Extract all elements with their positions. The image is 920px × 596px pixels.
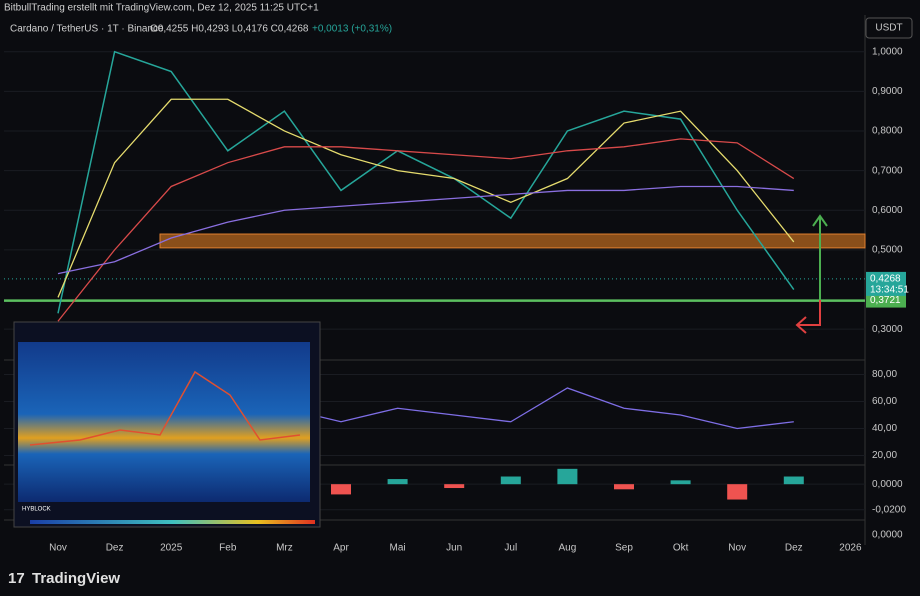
y-tick-label: 0,3000 (872, 324, 903, 335)
histogram-bar (614, 484, 634, 490)
x-tick-label: Sep (615, 543, 633, 554)
histogram-bar (783, 476, 804, 485)
currency[interactable]: USDT (875, 23, 902, 34)
support-badge (866, 293, 906, 308)
histogram-bar (331, 484, 351, 495)
credit: BitbullTrading erstellt mit TradingView.… (4, 3, 319, 14)
symbol: Cardano / TetherUS · 1T · Binance (10, 24, 164, 35)
histogram-bar (670, 480, 691, 485)
y-tick-label: 20,00 (872, 450, 897, 461)
x-tick-label: Jul (504, 543, 517, 554)
x-tick-label: Mrz (276, 543, 293, 554)
histogram-bar (727, 484, 748, 500)
series-line (57, 50, 795, 314)
volume-axis-label: 0,0000 (872, 530, 903, 541)
series-line (57, 185, 794, 275)
x-tick-label: 2025 (160, 543, 183, 554)
histogram-bar (444, 484, 465, 489)
histogram-bar (500, 476, 521, 485)
y-tick-label: 0,5000 (872, 245, 903, 256)
support-label: 0,3721 (870, 295, 901, 306)
price-badge (866, 271, 906, 296)
series-line (57, 98, 795, 298)
liquidity-heatmap: HYBLOCK (13, 321, 321, 528)
colorbar (30, 520, 315, 524)
liquidity-zone (159, 233, 866, 249)
x-tick-label: Jun (446, 543, 462, 554)
y-tick-label: 0,0000 (872, 479, 903, 490)
up-arrow (812, 214, 828, 300)
x-tick-label: Dez (106, 543, 124, 554)
heatmap-price (29, 370, 301, 446)
x-tick-label: Okt (673, 543, 689, 554)
x-tick-label: Apr (333, 543, 349, 554)
y-tick-label: 40,00 (872, 423, 897, 434)
last-price-label: 0,4268 (870, 274, 901, 285)
countdown: 13:34:51 (870, 285, 909, 296)
y-tick-label: 0,7000 (872, 165, 903, 176)
x-tick-label: 2026 (839, 543, 862, 554)
logo: TradingView (32, 570, 120, 587)
y-tick-label: 0,8000 (872, 126, 903, 137)
logo-mark: 17 (8, 570, 25, 587)
y-tick-label: 1,0000 (872, 46, 903, 57)
currency-box[interactable] (865, 17, 913, 39)
heatmap (18, 342, 310, 502)
y-tick-label: 80,00 (872, 369, 897, 380)
x-tick-label: Nov (728, 543, 746, 554)
y-tick-label: -0,0200 (872, 504, 906, 515)
inset-label: HYBLOCK (22, 507, 51, 513)
x-tick-label: Mai (390, 543, 406, 554)
down-arrow (795, 300, 821, 334)
change: +0,0013 (+0,31%) (312, 24, 392, 35)
x-tick-label: Nov (49, 543, 67, 554)
histogram-bar (557, 468, 578, 485)
ohlc: O0,4255 H0,4293 L0,4176 C0,4268 (150, 24, 309, 35)
series-line (57, 138, 795, 322)
y-tick-label: 0,9000 (872, 86, 903, 97)
x-tick-label: Dez (785, 543, 803, 554)
x-tick-label: Aug (559, 543, 577, 554)
x-tick-label: Feb (219, 543, 237, 554)
y-tick-label: 60,00 (872, 396, 897, 407)
histogram-bar (387, 479, 408, 485)
y-tick-label: 0,6000 (872, 205, 903, 216)
